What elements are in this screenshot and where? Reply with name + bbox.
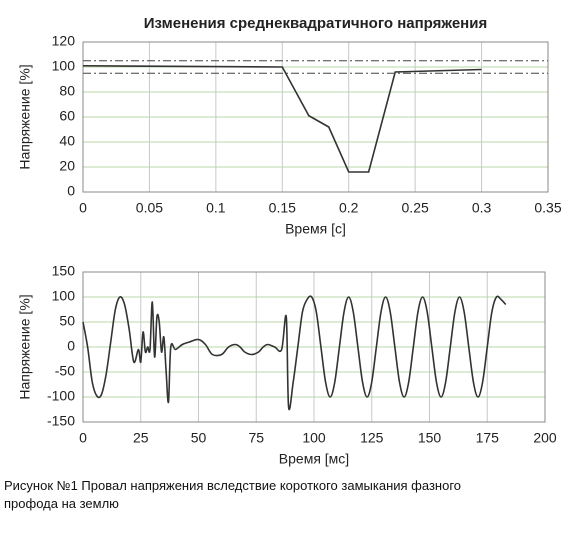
y-tick-label: -100	[47, 388, 75, 404]
caption-line: Рисунок №1 Провал напряжения вследствие …	[4, 478, 462, 493]
y-axis-label: Напряжение [%]	[17, 64, 33, 169]
x-tick-label: 200	[533, 430, 557, 446]
x-tick-label: 0.2	[339, 200, 359, 216]
x-tick-label: 0.05	[136, 200, 163, 216]
y-tick-label: 100	[52, 288, 76, 304]
y-tick-label: 150	[52, 263, 76, 279]
y-tick-label: 40	[59, 133, 75, 149]
x-axis-label: Время [с]	[285, 221, 346, 237]
x-tick-label: 0.1	[206, 200, 226, 216]
page: Изменения среднеквадратичного напряжения…	[4, 14, 562, 511]
x-tick-label: 150	[418, 430, 442, 446]
x-tick-label: 0	[79, 430, 87, 446]
plot-frame	[82, 41, 549, 193]
y-axis-label: Напряжение [%]	[17, 294, 33, 399]
charts: Изменения среднеквадратичного напряжения…	[17, 15, 562, 467]
y-tick-label: 0	[67, 338, 75, 354]
x-tick-label: 0.15	[269, 200, 296, 216]
y-tick-label: 80	[59, 83, 75, 99]
x-tick-label: 100	[302, 430, 326, 446]
series-line	[82, 295, 507, 411]
x-tick-label: 25	[133, 430, 149, 446]
chart-title: Изменения среднеквадратичного напряжения	[144, 15, 487, 32]
plot-frame	[82, 271, 546, 423]
y-tick-label: -150	[47, 413, 75, 429]
x-tick-label: 0	[79, 200, 87, 216]
x-tick-label: 125	[360, 430, 384, 446]
x-tick-label: 50	[191, 430, 207, 446]
y-tick-label: 60	[59, 108, 75, 124]
y-tick-label: 0	[67, 183, 75, 199]
y-tick-label: -50	[55, 363, 75, 379]
x-tick-label: 0.25	[402, 200, 429, 216]
y-tick-label: 20	[59, 158, 75, 174]
y-tick-label: 120	[52, 33, 76, 49]
caption-line: профода на землю	[4, 496, 119, 511]
y-tick-label: 100	[52, 58, 76, 74]
x-tick-label: 175	[476, 430, 500, 446]
x-axis-label: Время [мс]	[279, 451, 349, 467]
x-tick-label: 75	[248, 430, 264, 446]
x-tick-label: 0.35	[534, 200, 561, 216]
y-tick-label: 50	[59, 313, 75, 329]
series-line	[82, 64, 482, 173]
x-tick-label: 0.3	[472, 200, 492, 216]
